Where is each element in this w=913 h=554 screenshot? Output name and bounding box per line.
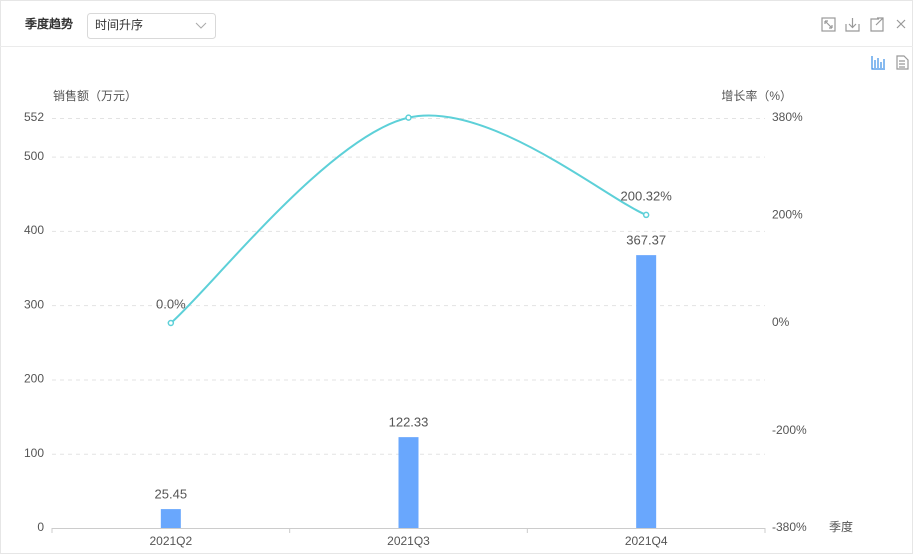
export-icon[interactable] [870, 17, 884, 32]
y2-tick-label: -380% [772, 520, 807, 534]
y-tick-label: 200 [24, 372, 44, 386]
bar [398, 437, 419, 528]
line-value-label: 0.0% [156, 296, 186, 311]
y-tick-label: 100 [24, 446, 44, 460]
fullscreen-icon[interactable] [821, 17, 836, 32]
y2-tick-label: 380% [772, 110, 803, 124]
bar [636, 255, 657, 529]
y2-tick-label: 0% [772, 315, 790, 329]
y-tick-label: 400 [24, 223, 44, 237]
y2-axis-title: 增长率（%） [721, 88, 792, 103]
bar-value-label: 122.33 [389, 415, 429, 430]
download-icon[interactable] [845, 18, 860, 32]
y-tick-label: 500 [24, 149, 44, 163]
x-tick-label: 2021Q4 [625, 534, 668, 548]
table-view-icon[interactable] [896, 55, 909, 70]
sort-select[interactable]: 时间升序 [87, 13, 216, 39]
x-tick-label: 2021Q3 [387, 534, 430, 548]
y2-tick-label: 200% [772, 207, 803, 221]
bar [160, 509, 181, 528]
select-box[interactable] [87, 13, 216, 39]
line-point [167, 319, 175, 327]
y-axis-title: 销售额（万元） [53, 88, 137, 103]
y-tick-label: 552 [24, 110, 44, 124]
select-value[interactable]: 时间升序 [95, 17, 143, 32]
x-tick-label: 2021Q2 [149, 534, 192, 548]
line-point [405, 114, 412, 121]
chart-view-icon[interactable] [871, 56, 885, 70]
bar-value-label: 367.37 [626, 233, 666, 248]
close-icon[interactable] [896, 19, 906, 29]
line-value-label: 200.32% [621, 188, 673, 203]
y-tick-label: 300 [24, 297, 44, 311]
x-axis-title: 季度 [829, 519, 853, 534]
line-point [642, 211, 650, 219]
y2-tick-label: -200% [772, 423, 807, 437]
select-arrow[interactable] [195, 22, 207, 29]
bar-value-label: 25.45 [155, 487, 188, 502]
panel-title: 季度趋势 [24, 16, 73, 31]
y-tick-label: 0 [37, 520, 44, 534]
